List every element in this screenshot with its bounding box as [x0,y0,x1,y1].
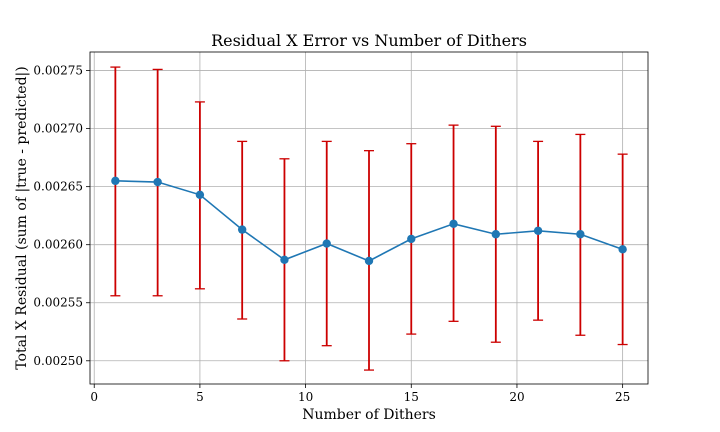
y-tick-label: 0.00250 [33,354,83,368]
x-axis-ticks: 0 5 10 15 20 25 [90,384,630,404]
x-tick-label: 0 [90,390,98,404]
data-point [533,226,543,235]
y-tick-label: 0.00260 [33,238,83,252]
y-tick-label: 0.00275 [33,64,83,78]
data-point [280,255,289,264]
chart-title: Residual X Error vs Number of Dithers [211,31,527,50]
x-tick-label: 10 [298,390,313,404]
y-axis-ticks: 0.00250 0.00255 0.00260 0.00265 0.00270 0.002… [33,64,90,368]
x-tick-label: 15 [404,390,419,404]
y-tick-label: 0.00255 [33,296,83,310]
x-axis-label: Number of Dithers [302,407,436,423]
data-point [407,234,416,244]
x-tick-label: 20 [509,390,524,404]
data-point [153,177,162,187]
data-point [491,230,501,239]
data-point [195,190,205,199]
data-markers [111,176,627,266]
data-point [618,245,627,254]
data-point [111,176,120,186]
y-axis-label: Total X Residual (sum of |true - predict… [14,66,30,369]
x-tick-label: 25 [615,390,630,404]
data-point [322,239,331,248]
y-tick-label: 0.00265 [33,180,83,194]
y-tick-label: 0.00270 [33,122,83,136]
data-point [449,219,458,229]
data-point [576,230,585,239]
x-tick-label: 5 [196,390,204,404]
data-point [364,256,374,266]
data-point [237,225,247,234]
plot-frame [89,51,649,385]
